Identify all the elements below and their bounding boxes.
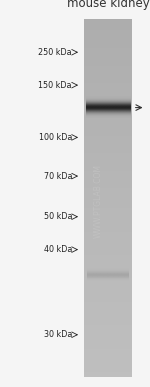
Text: 50 kDa: 50 kDa [44,212,72,221]
Text: 250 kDa: 250 kDa [38,48,72,57]
Text: 30 kDa: 30 kDa [44,330,72,339]
Text: mouse kidney: mouse kidney [67,0,149,10]
Text: 100 kDa: 100 kDa [39,133,72,142]
Text: 70 kDa: 70 kDa [44,171,72,181]
Text: 150 kDa: 150 kDa [39,80,72,90]
Text: WWW.PTGLAB.COM: WWW.PTGLAB.COM [94,164,103,238]
Text: 40 kDa: 40 kDa [44,245,72,254]
